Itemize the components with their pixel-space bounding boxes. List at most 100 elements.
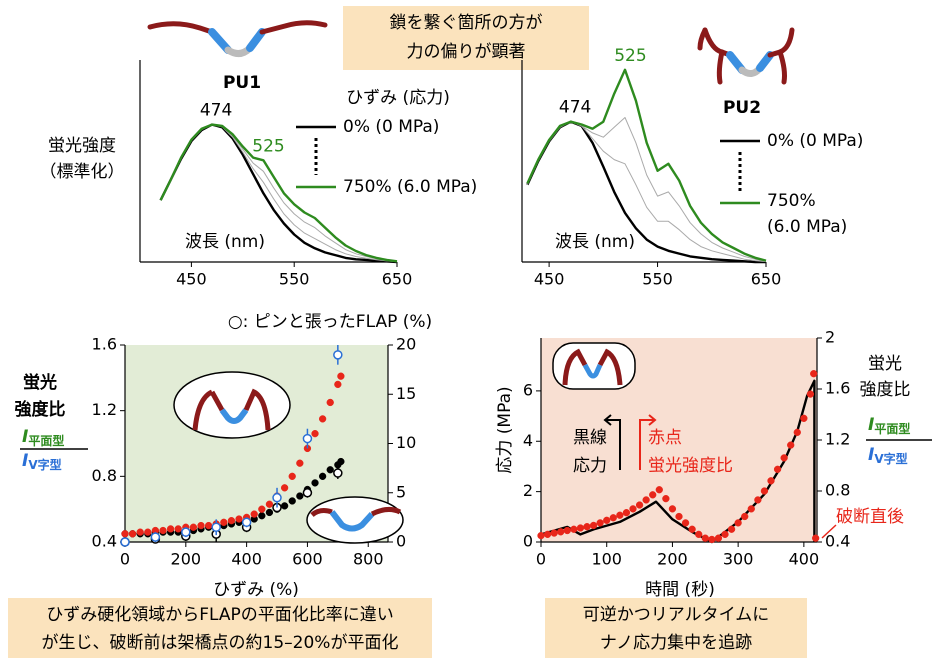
data-point [319, 415, 326, 422]
x-axis-label: 波長 (nm) [185, 232, 265, 252]
x-tick-label: 800 [353, 550, 384, 569]
data-point [220, 519, 227, 526]
data-point [597, 519, 604, 526]
data-point [807, 391, 814, 398]
data-point [198, 522, 205, 529]
x-tick-label: 400 [789, 550, 820, 569]
data-point [570, 526, 577, 533]
ratio-numerator: I平面型 [22, 427, 64, 448]
data-point [557, 528, 564, 535]
data-point [258, 512, 265, 519]
charts: 4505506504745250% (0 MPa)750% (6.0 MPa)4… [92, 46, 864, 569]
inset [307, 497, 403, 543]
data-point [258, 506, 265, 513]
inset-frame [307, 497, 403, 543]
data-point [160, 527, 167, 534]
y-axis-label: 強度比 [15, 399, 66, 420]
data-point [761, 488, 768, 495]
molecule-pu1 [150, 23, 325, 54]
data-point [129, 530, 136, 537]
data-point [266, 509, 273, 516]
y-tick-label: 4 [523, 431, 533, 450]
data-point [334, 469, 342, 477]
y-axis-label: 蛍光強度 [48, 136, 116, 156]
data-point [319, 473, 326, 480]
ratio-denominator: IV字型 [868, 445, 908, 466]
data-point [774, 466, 781, 473]
data-point [728, 526, 735, 533]
data-point [281, 484, 288, 491]
x-axis-label: 波長 (nm) [555, 232, 635, 252]
data-point [151, 533, 159, 541]
data-point [303, 435, 311, 443]
data-point [327, 399, 334, 406]
y-tick-label: 0.4 [92, 532, 117, 551]
data-point [735, 519, 742, 526]
y2-axis-label: 蛍光 [868, 354, 902, 374]
inset [553, 343, 635, 389]
x-tick-label: 0 [120, 550, 130, 569]
data-point [623, 509, 630, 516]
legend-label: 750% [767, 191, 816, 211]
data-point [303, 489, 311, 497]
data-point [669, 505, 676, 512]
peak-label: 474 [200, 101, 232, 121]
y-axis-label: （標準化） [40, 162, 125, 182]
data-point [273, 494, 281, 502]
data-point [337, 458, 344, 465]
data-point [312, 430, 319, 437]
y2-tick-label: 0 [396, 532, 406, 551]
data-point [636, 502, 643, 509]
legend-label: 0% (0 MPa) [343, 117, 439, 137]
x-tick-label: 300 [723, 550, 754, 569]
data-point [296, 493, 303, 500]
inset [174, 372, 290, 438]
data-point [722, 531, 729, 538]
y-tick-label: 1.6 [92, 335, 117, 354]
peak-label: 525 [252, 136, 284, 156]
y-tick-label: 1.2 [92, 400, 117, 419]
y-tick-label: 6 [523, 380, 533, 399]
data-point [682, 519, 689, 526]
footer-line: が生じ、破断前は架橋点の約15–20%が平面化 [42, 633, 399, 653]
data-point [212, 523, 220, 531]
y-axis-label: 応力 (MPa) [495, 386, 515, 473]
data-point [754, 497, 761, 504]
data-point [584, 523, 591, 530]
x-axis-label: 時間 (秒) [645, 580, 715, 600]
y2-tick-label: 20 [396, 335, 416, 354]
data-point [266, 501, 273, 508]
data-point [630, 505, 637, 512]
data-point [236, 516, 243, 523]
chart-title: PU1 [223, 73, 261, 93]
y2-tick-label: 1.6 [825, 379, 850, 398]
data-point [643, 497, 650, 504]
data-point [289, 473, 296, 480]
y-axis-label: 蛍光 [23, 372, 57, 393]
data-point [695, 531, 702, 538]
data-point [144, 529, 151, 536]
footer-line: 可逆かつリアルタイムに [583, 605, 770, 625]
x-tick-label: 200 [171, 550, 202, 569]
x-tick-label: 650 [751, 270, 782, 289]
molecule-pu2 [700, 30, 792, 82]
data-point [702, 535, 709, 542]
x-tick-label: 600 [292, 550, 323, 569]
data-point [544, 531, 551, 538]
data-point [334, 381, 341, 388]
inset-frame [174, 372, 290, 438]
data-point [812, 535, 819, 542]
data-point [551, 530, 558, 537]
ratio-numerator: I平面型 [868, 415, 910, 436]
data-point [538, 532, 545, 539]
data-point [205, 522, 212, 529]
y2-axis-label: 強度比 [860, 380, 911, 400]
data-point [810, 370, 817, 377]
x-tick-label: 200 [657, 550, 688, 569]
y2-tick-label: 0.8 [825, 481, 850, 500]
data-point [334, 351, 342, 359]
data-point [167, 525, 174, 532]
data-point [564, 527, 571, 534]
x-tick-label: 0 [536, 550, 546, 569]
